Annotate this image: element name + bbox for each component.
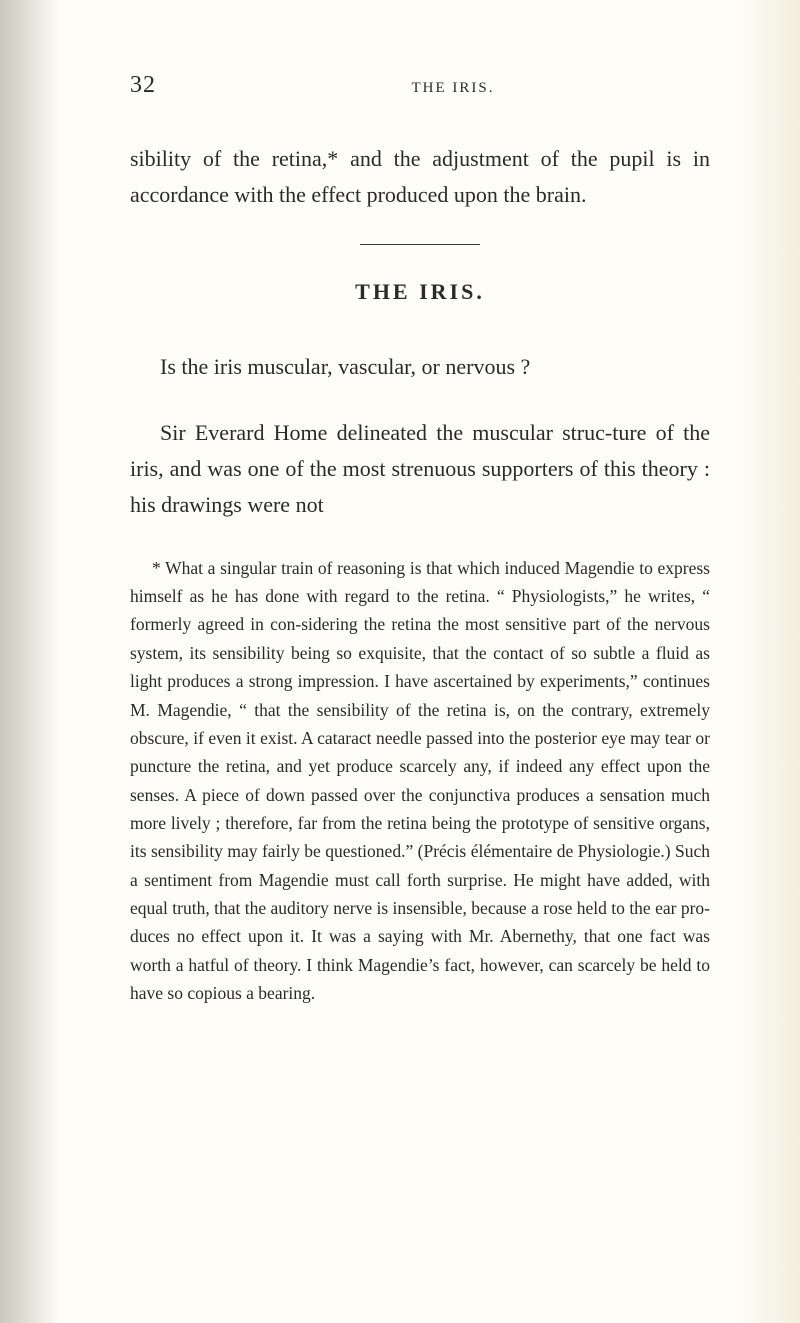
section-heading: THE IRIS. <box>130 279 710 305</box>
paragraph-home: Sir Everard Home delineated the muscular… <box>130 415 710 524</box>
header-line: 32 THE IRIS. <box>130 72 710 99</box>
page-number: 32 <box>130 72 156 99</box>
footnote: * What a singular train of reasoning is … <box>130 554 710 1008</box>
running-head: THE IRIS. <box>156 80 710 97</box>
footnote-text: * What a singular train of reasoning is … <box>130 554 710 1008</box>
carryover-paragraph: sibility of the retina,* and the adjustm… <box>130 141 710 214</box>
book-page: 32 THE IRIS. sibility of the retina,* an… <box>0 0 800 1323</box>
paragraph-question: Is the iris muscular, vascular, or nervo… <box>130 349 710 385</box>
section-rule <box>360 244 480 245</box>
